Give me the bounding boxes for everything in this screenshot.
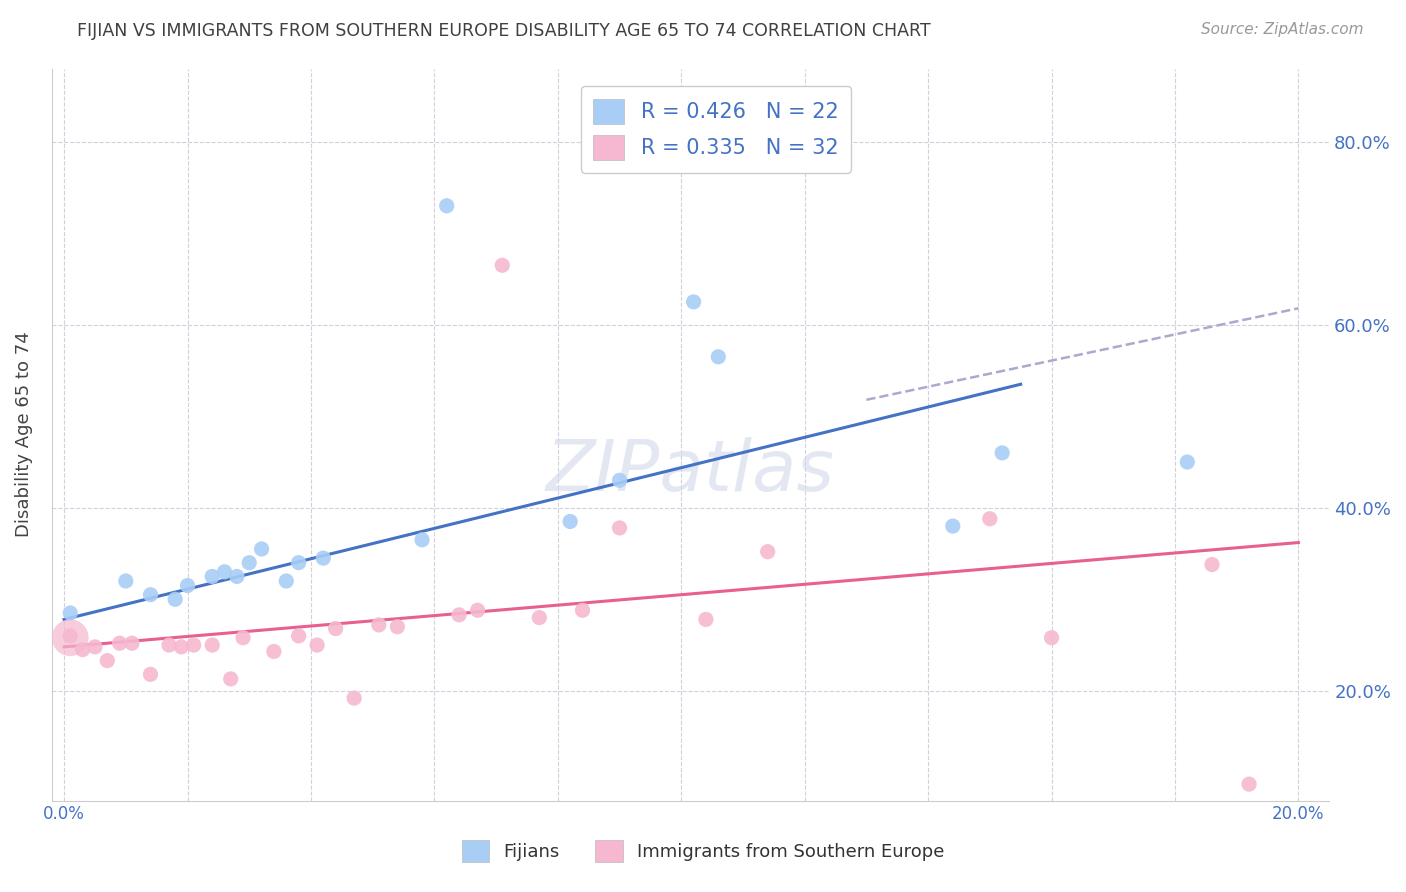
- Point: [609, 521, 631, 535]
- Point: [139, 588, 162, 602]
- Point: [157, 638, 180, 652]
- Point: [170, 640, 193, 654]
- Point: [121, 636, 143, 650]
- Point: [72, 642, 94, 657]
- Point: [411, 533, 433, 547]
- Point: [59, 606, 82, 620]
- Point: [560, 515, 582, 529]
- Point: [491, 258, 513, 272]
- Legend: Fijians, Immigrants from Southern Europe: Fijians, Immigrants from Southern Europe: [454, 833, 952, 870]
- Point: [707, 350, 730, 364]
- Text: Source: ZipAtlas.com: Source: ZipAtlas.com: [1201, 22, 1364, 37]
- Y-axis label: Disability Age 65 to 74: Disability Age 65 to 74: [15, 332, 32, 538]
- Point: [139, 667, 162, 681]
- Point: [756, 545, 779, 559]
- Text: ZIPatlas: ZIPatlas: [546, 437, 835, 506]
- Point: [436, 199, 458, 213]
- Point: [367, 618, 389, 632]
- Text: FIJIAN VS IMMIGRANTS FROM SOUTHERN EUROPE DISABILITY AGE 65 TO 74 CORRELATION CH: FIJIAN VS IMMIGRANTS FROM SOUTHERN EUROP…: [77, 22, 931, 40]
- Point: [1237, 777, 1260, 791]
- Point: [343, 691, 366, 706]
- Point: [1040, 631, 1063, 645]
- Legend: R = 0.426   N = 22, R = 0.335   N = 32: R = 0.426 N = 22, R = 0.335 N = 32: [581, 87, 852, 172]
- Point: [250, 541, 273, 556]
- Point: [108, 636, 131, 650]
- Point: [238, 556, 260, 570]
- Point: [991, 446, 1014, 460]
- Point: [467, 603, 489, 617]
- Point: [225, 569, 247, 583]
- Point: [84, 640, 107, 654]
- Point: [609, 473, 631, 487]
- Point: [1201, 558, 1223, 572]
- Point: [325, 622, 347, 636]
- Point: [307, 638, 329, 652]
- Point: [214, 565, 236, 579]
- Point: [682, 294, 704, 309]
- Point: [287, 556, 309, 570]
- Point: [263, 644, 285, 658]
- Point: [312, 551, 335, 566]
- Point: [232, 631, 254, 645]
- Point: [201, 638, 224, 652]
- Point: [165, 592, 187, 607]
- Point: [287, 629, 309, 643]
- Point: [201, 569, 224, 583]
- Point: [695, 612, 717, 626]
- Point: [979, 512, 1001, 526]
- Point: [449, 607, 471, 622]
- Point: [176, 578, 198, 592]
- Point: [114, 574, 136, 588]
- Point: [59, 631, 82, 645]
- Point: [59, 629, 82, 643]
- Point: [571, 603, 593, 617]
- Point: [529, 610, 551, 624]
- Point: [219, 672, 242, 686]
- Point: [1175, 455, 1198, 469]
- Point: [96, 654, 118, 668]
- Point: [183, 638, 205, 652]
- Point: [942, 519, 965, 533]
- Point: [387, 620, 409, 634]
- Point: [276, 574, 298, 588]
